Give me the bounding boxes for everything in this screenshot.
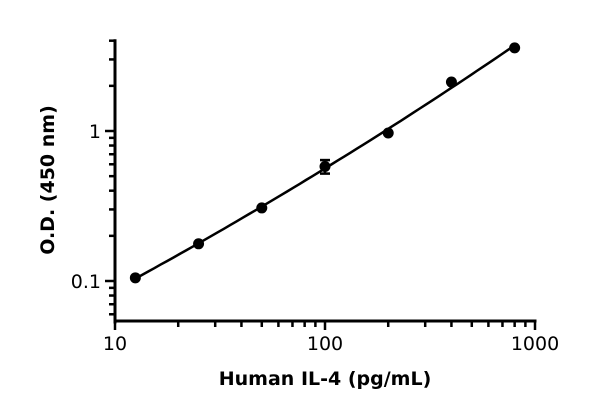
y-tick-label: 0.1 (71, 271, 101, 293)
data-point (129, 272, 141, 284)
data-point (509, 42, 521, 54)
x-axis-title: Human IL-4 (pg/mL) (219, 368, 432, 390)
data-point (382, 127, 394, 139)
x-tick-label: 1000 (511, 333, 559, 355)
data-point (319, 160, 331, 172)
data-points (129, 42, 521, 284)
data-point (256, 202, 268, 214)
x-tick-label: 100 (307, 333, 343, 355)
y-axis-title: O.D. (450 nm) (37, 105, 59, 255)
x-tick-label: 10 (103, 333, 127, 355)
data-point (193, 238, 205, 250)
y-tick-label: 1 (89, 121, 101, 143)
y-axis: 0.11 (71, 39, 117, 324)
data-point (445, 76, 457, 88)
x-axis: 10 100 1000 (103, 319, 559, 355)
